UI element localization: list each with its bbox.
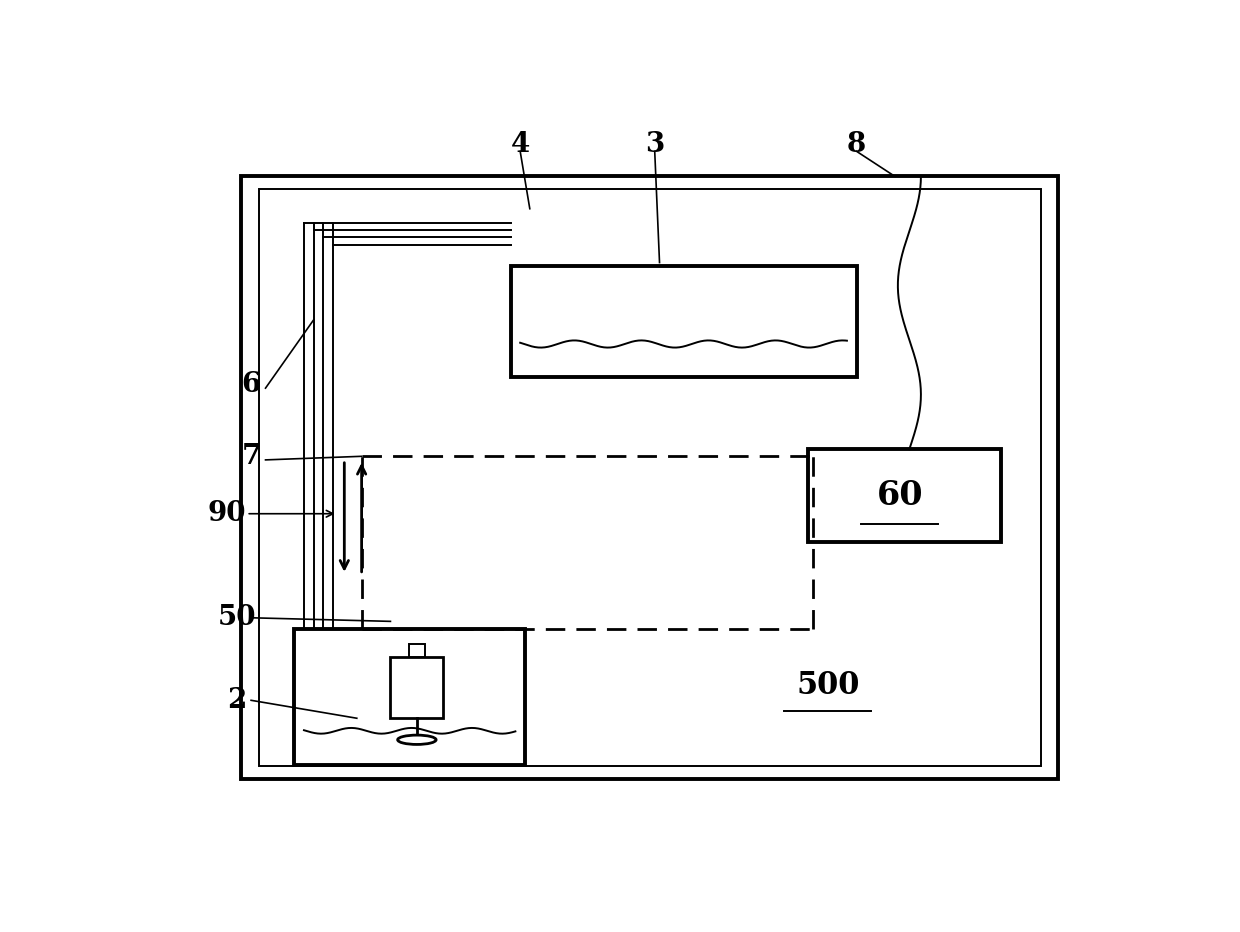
Bar — [409, 644, 424, 657]
Text: 2: 2 — [227, 687, 247, 714]
Text: 500: 500 — [796, 670, 859, 702]
Text: 7: 7 — [242, 443, 260, 470]
Bar — [391, 657, 444, 719]
Bar — [808, 449, 1001, 542]
Text: 8: 8 — [847, 130, 867, 158]
Text: 4: 4 — [511, 130, 529, 158]
Bar — [242, 176, 1059, 779]
Text: 50: 50 — [217, 604, 255, 631]
Bar — [294, 628, 525, 765]
Text: 60: 60 — [877, 479, 923, 513]
Text: 3: 3 — [645, 130, 665, 158]
Bar — [511, 267, 857, 377]
Bar — [259, 189, 1042, 766]
Text: 90: 90 — [208, 500, 247, 528]
Text: 6: 6 — [242, 371, 260, 398]
Ellipse shape — [398, 735, 436, 745]
